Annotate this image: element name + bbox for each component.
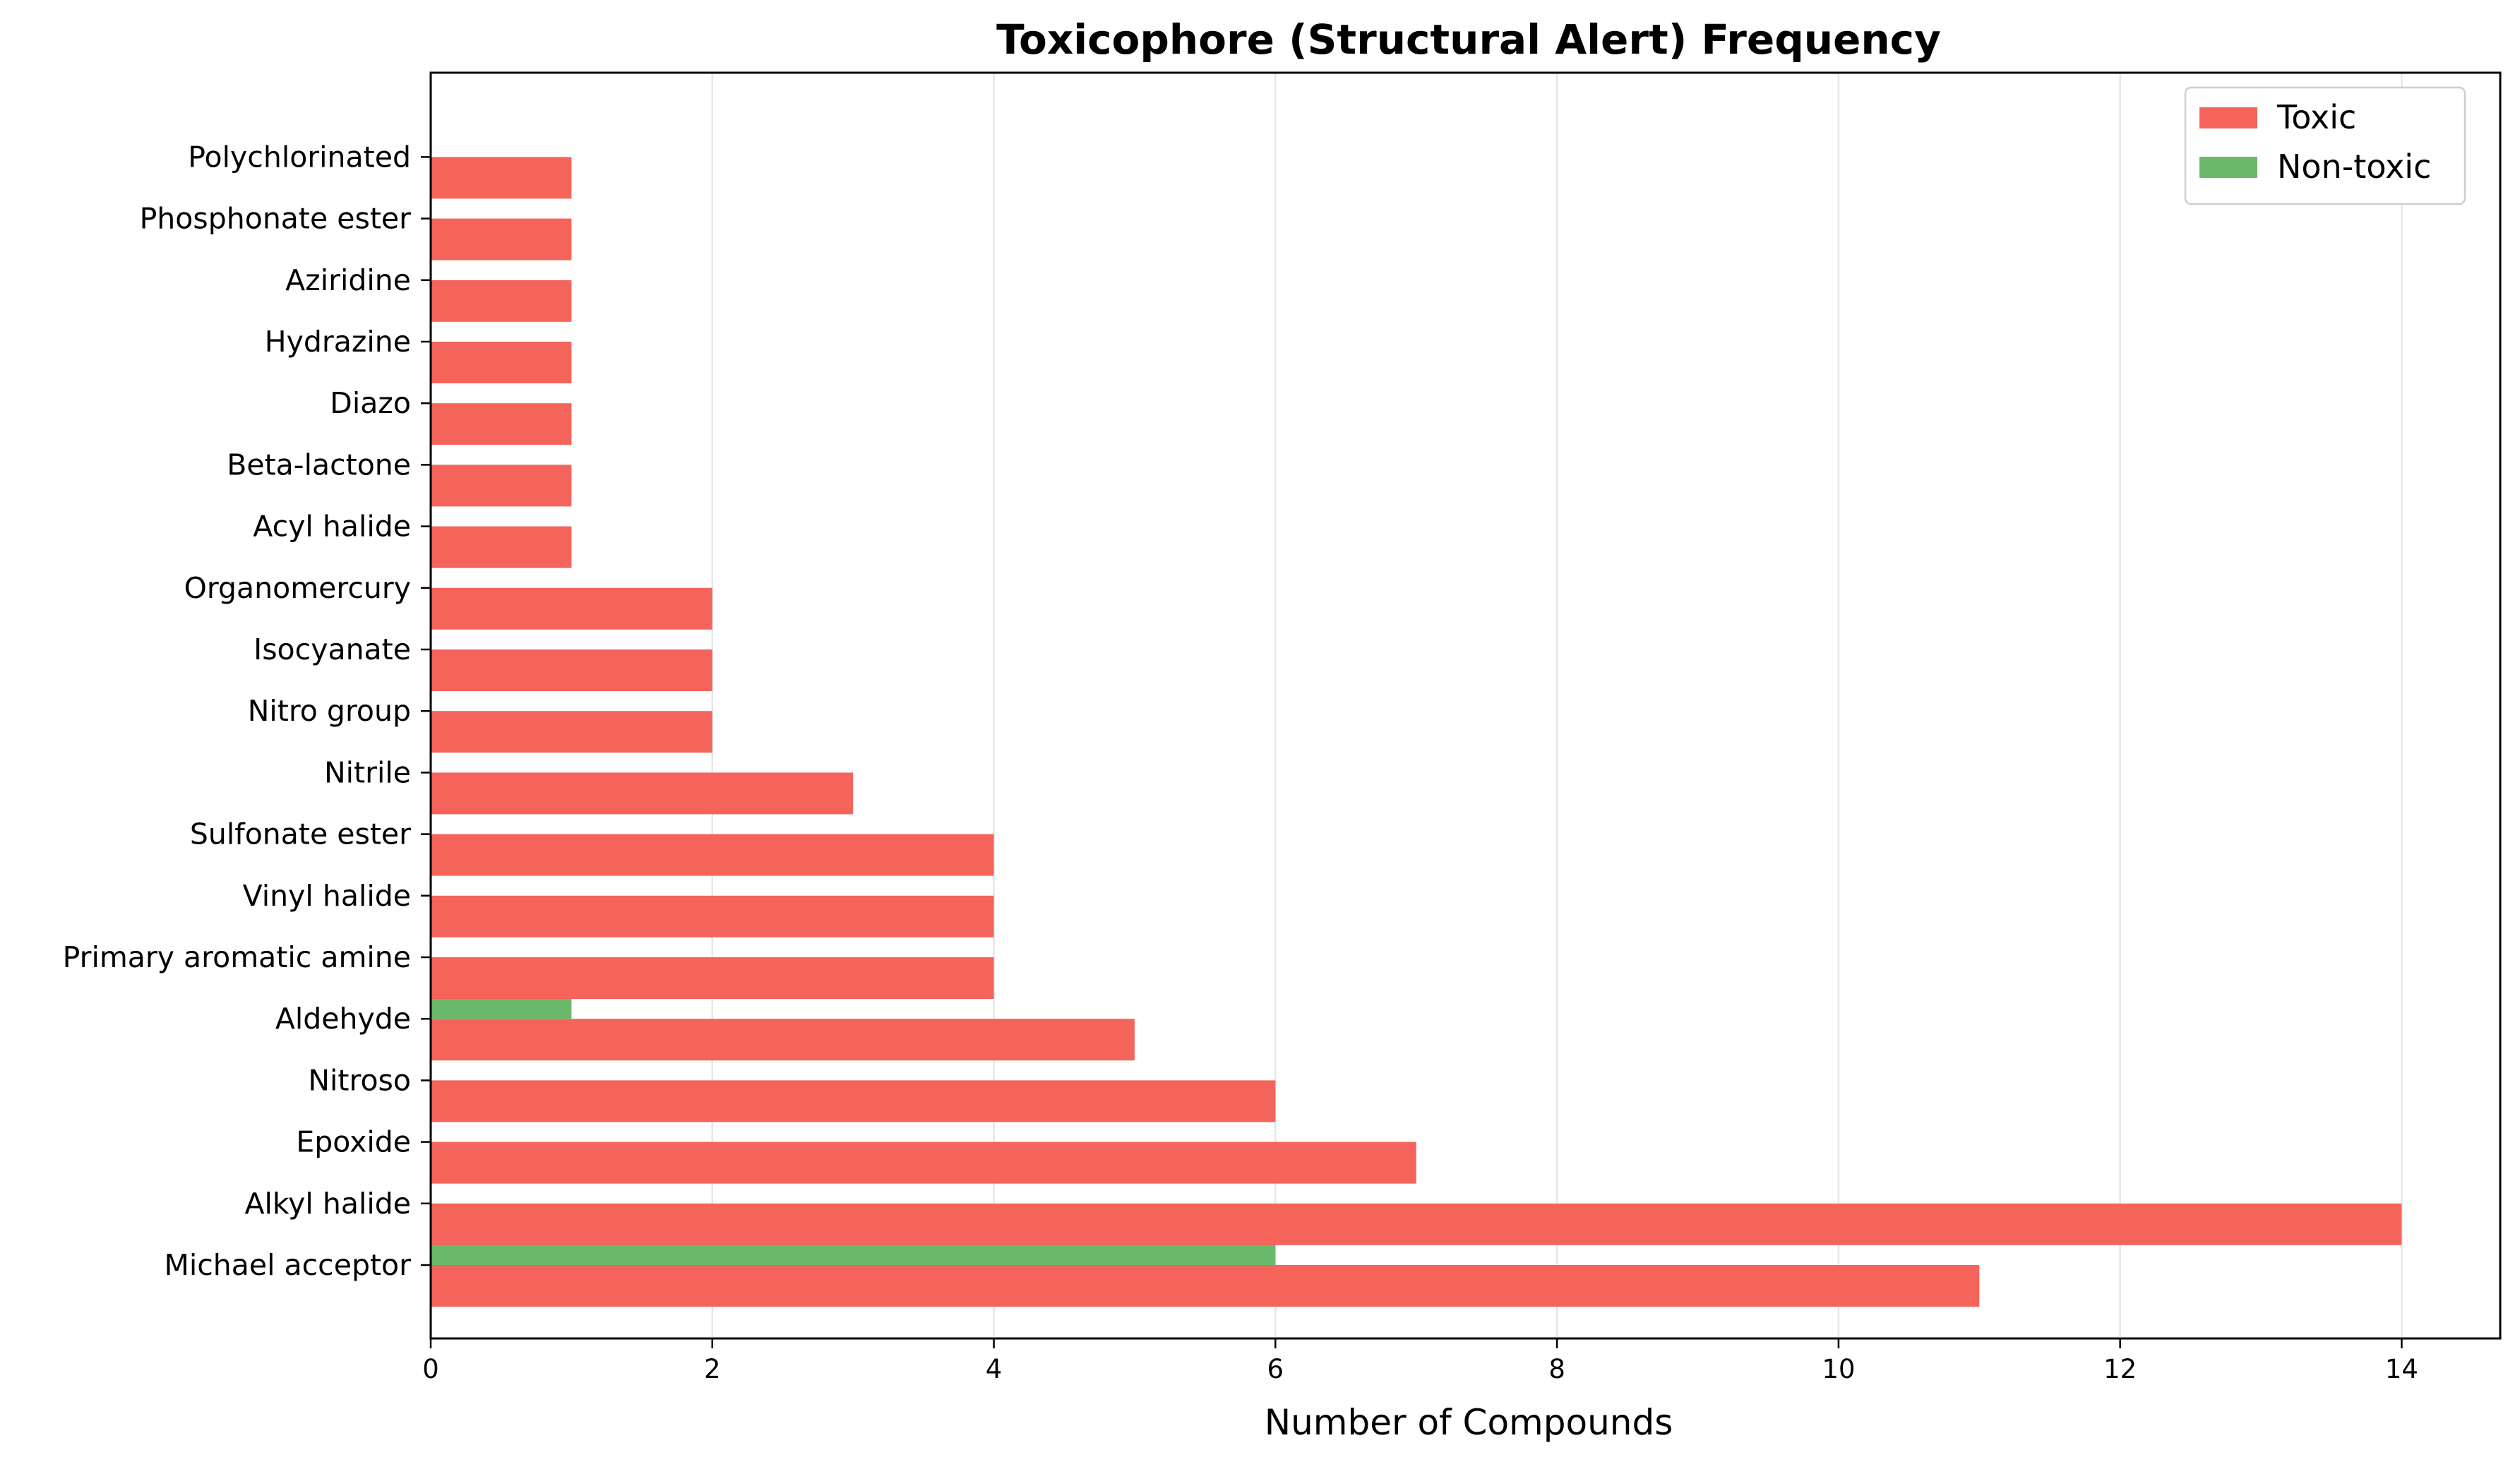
x-tick-label: 2 bbox=[704, 1354, 721, 1384]
y-category-label: Primary aromatic amine bbox=[63, 940, 411, 974]
y-category-label: Alkyl halide bbox=[244, 1187, 411, 1221]
bar-toxic bbox=[431, 834, 994, 876]
bar-toxic bbox=[431, 342, 572, 383]
x-tick-label: 14 bbox=[2385, 1354, 2418, 1384]
legend-label: Non-toxic bbox=[2277, 148, 2431, 186]
y-category-label: Isocyanate bbox=[253, 633, 411, 666]
y-category-label: Organomercury bbox=[184, 571, 411, 605]
bar-toxic bbox=[431, 895, 994, 937]
y-category-label: Sulfonate ester bbox=[190, 817, 411, 851]
x-tick-label: 8 bbox=[1548, 1354, 1565, 1384]
y-category-label: Nitroso bbox=[308, 1063, 411, 1097]
bar-toxic bbox=[431, 403, 572, 445]
bar-toxic bbox=[431, 711, 712, 753]
bar-toxic bbox=[431, 526, 572, 568]
x-tick-label: 6 bbox=[1267, 1354, 1284, 1384]
legend: Toxic Non-toxic bbox=[2184, 86, 2466, 205]
bar-toxic bbox=[431, 957, 994, 999]
legend-swatch-toxic bbox=[2199, 107, 2257, 128]
y-category-label: Aldehyde bbox=[275, 1002, 411, 1036]
plot-frame bbox=[429, 71, 2502, 1340]
y-category-label: Polychlorinated bbox=[188, 140, 411, 174]
y-category-label: Hydrazine bbox=[265, 325, 411, 359]
chart-title: Toxicophore (Structural Alert) Frequency bbox=[996, 16, 1941, 64]
y-category-label: Epoxide bbox=[296, 1125, 411, 1159]
bar-toxic bbox=[431, 1019, 1135, 1061]
x-tick-label: 0 bbox=[422, 1354, 439, 1384]
bar-toxic bbox=[431, 218, 572, 260]
y-category-label: Nitro group bbox=[248, 694, 411, 728]
bar-toxic bbox=[431, 1080, 1276, 1122]
bars bbox=[431, 157, 2402, 1307]
x-tick-label: 12 bbox=[2103, 1354, 2137, 1384]
legend-swatch-non-toxic bbox=[2199, 157, 2257, 178]
bar-toxic bbox=[431, 1142, 1416, 1184]
y-category-label: Nitrile bbox=[324, 755, 411, 789]
bar-toxic bbox=[431, 157, 572, 199]
bar-toxic bbox=[431, 280, 572, 322]
y-category-label: Vinyl halide bbox=[243, 879, 411, 913]
x-axis-label: Number of Compounds bbox=[1265, 1402, 1673, 1443]
bar-toxic bbox=[431, 1265, 1980, 1307]
bar-toxic bbox=[431, 465, 572, 507]
y-category-label: Michael acceptor bbox=[164, 1248, 411, 1282]
bar-toxic bbox=[431, 587, 712, 630]
y-category-label: Aziridine bbox=[285, 263, 411, 297]
axes: 0 2 4 6 8 10 12 14 Michael acceptor Alkyl halide E… bbox=[63, 71, 2502, 1384]
bar-toxic bbox=[431, 1203, 2402, 1245]
legend-label: Toxic bbox=[2276, 98, 2356, 136]
y-category-label: Phosphonate ester bbox=[140, 202, 412, 236]
y-category-label: Acyl halide bbox=[253, 510, 411, 544]
y-category-label: Beta-lactone bbox=[227, 448, 411, 481]
x-tick-label: 4 bbox=[986, 1354, 1003, 1384]
bar-toxic bbox=[431, 649, 712, 691]
y-category-label: Diazo bbox=[330, 386, 411, 420]
bar-toxic bbox=[431, 772, 854, 815]
x-tick-label: 10 bbox=[1822, 1354, 1855, 1384]
